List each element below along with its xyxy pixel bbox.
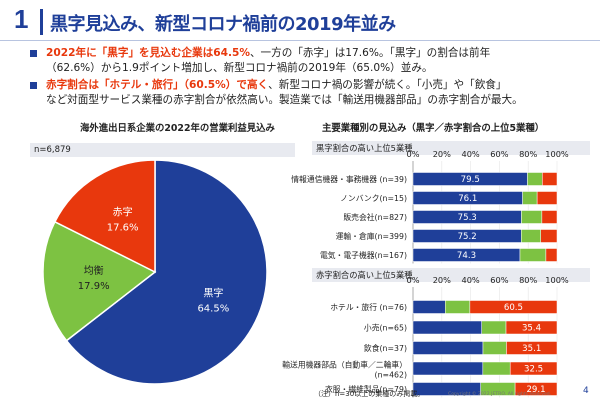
category-label: 電気・電子機器(n=167) [320,250,407,260]
bullet-1-highlight: 2022年に「黒字」を見込む企業は64.5% [46,47,250,59]
bar-value-label: 60.5 [504,303,523,313]
x-tick-label: 60% [490,149,508,159]
title-divider [0,40,600,41]
bullet-2: 赤字割合は「ホテル・旅行」（60.5%）で高く、新型コロナ禍の影響が続く。「小売… [28,78,593,108]
summary-bullets: 2022年に「黒字」を見込む企業は64.5%、一方の「赤字」は17.6%。「黒字… [28,46,593,110]
slide-number: 1 [14,4,29,34]
pie-chart: 黒字 64.5% 均衡 17.9% 赤字 17.6% [42,159,268,385]
pie-label-kinko: 均衡 [84,265,104,277]
bar-segment-kuroji [412,320,482,335]
category-label: 販売会社(n=827) [343,212,407,222]
bar-segment-kinko [527,172,543,186]
group-label-akaji: 赤字割合の高い上位5業種 [312,268,590,282]
bullet-1: 2022年に「黒字」を見込む企業は64.5%、一方の「赤字」は17.6%。「黒字… [28,46,593,76]
bullet-2-highlight: 赤字割合は「ホテル・旅行」（60.5%）で高く [46,79,269,91]
bar-value-label: 76.1 [458,194,477,204]
pie-label-akaji: 赤字 [113,206,133,219]
pie-slice-kinko [42,220,157,342]
bar-value-label: 35.1 [522,344,541,354]
bar-segment-akaji [540,229,558,243]
page-title: 黒字見込み、新型コロナ禍前の2019年並み [50,14,396,35]
x-tick-label: 80% [519,275,537,285]
category-label: ノンバンク(n=15) [340,194,407,203]
page-number: 4 [583,386,589,396]
x-tick-label: 0% [407,275,420,285]
bullet-square-icon [30,50,37,57]
pie-value-akaji: 17.6% [107,223,139,234]
bar-segment-kuroji [412,361,484,376]
bar-segment-kinko [522,191,538,205]
category-label: 小売(n=65) [364,323,407,333]
bar-value-label: 75.2 [458,232,477,242]
category-label: 輸送用機器部品（自動車／二輪車） [282,360,407,370]
pie-sample-size: n=6,879 [30,143,295,157]
bar-segment-kinko [519,248,547,262]
bar-segment-kinko [481,320,507,335]
bar-segment-akaji [514,382,558,396]
bar-segment-kinko [482,341,507,355]
pie-chart-title: 海外進出日系企業の2022年の営業利益見込み [80,123,275,134]
bar-segment-kinko [482,361,511,376]
pie-slice-akaji [53,159,156,274]
bullet-2-text: 、新型コロナ禍の影響が続く。「小売」や「飲食」 [268,79,507,91]
category-label: ホテル・旅行 (n=76) [330,302,407,312]
chart-footnote: （注）n=30以上の業種のみ掲載。 [314,390,425,398]
bar-chart-title: 主要業種別の見込み（黒字／赤字割合の上位5業種） [322,123,545,134]
pie-label-kuroji: 黒字 [203,287,223,300]
bar-segment-kinko [445,300,471,314]
pie-value-kuroji: 64.5% [197,304,229,315]
bullet-1-line-1: 2022年に「黒字」を見込む企業は64.5%、一方の「赤字」は17.6%。「黒字… [46,46,593,61]
pie-slice-kuroji [65,159,268,385]
bar-segment-akaji [545,248,558,262]
bar-value-label: 32.5 [524,365,543,375]
category-label-cont: (n=462) [375,371,407,380]
bullet-2-line-1: 赤字割合は「ホテル・旅行」（60.5%）で高く、新型コロナ禍の影響が続く。「小売… [46,78,593,93]
category-label: 飲食(n=37) [364,343,407,353]
pie-value-kinko: 17.9% [78,281,110,292]
bar-segment-akaji [541,210,558,224]
bullet-square-icon [30,82,37,89]
x-tick-label: 40% [461,275,479,285]
category-label: 情報通信機器・事務機器 (n=39) [291,174,407,184]
bar-segment-akaji [506,341,558,355]
bar-value-label: 35.4 [522,324,541,334]
category-label: 運輸・倉庫(n=399) [336,231,407,241]
bullet-1-line-2: （62.6%）から1.9ポイント増加し、新型コロナ禍前の2019年（65.0%）… [46,62,433,74]
bar-value-label: 75.3 [458,213,477,223]
bar-segment-akaji [469,300,558,314]
x-tick-label: 40% [461,149,479,159]
x-tick-label: 60% [490,275,508,285]
bar-segment-kinko [521,210,543,224]
bar-value-label: 29.1 [526,385,545,395]
bar-segment-akaji [536,191,558,205]
bar-value-label: 79.5 [461,175,480,185]
bar-segment-kuroji [412,341,484,355]
category-label: 衣服・繊維製品(n=79) [325,384,407,394]
bullet-1-text: 、一方の「赤字」は17.6%。「黒字」の割合は前年 [249,47,491,59]
x-tick-label: 100% [545,275,569,285]
bar-value-label: 74.3 [457,251,476,261]
bar-segment-kinko [521,229,541,243]
bar-segment-akaji [509,361,558,376]
bar-segment-akaji [505,320,558,335]
bar-segment-kuroji [412,300,446,314]
x-tick-label: 20% [433,149,451,159]
x-tick-label: 80% [519,149,537,159]
bar-segment-akaji [542,172,558,186]
bullet-2-line-2: など対面型サービス業種の赤字割合が依然高い。製造業では「輸送用機器部品」の赤字割… [46,94,523,106]
group-label-kuroji: 黒字割合の高い上位5業種 [312,141,590,155]
x-tick-label: 100% [545,149,569,159]
stacked-bar-chart: 0% 20% 40% 60% 80% 100% 79.5 情報通信機器・事務機器 (n=39)… [282,149,569,398]
title-accent-bar [40,9,43,35]
x-tick-label: 20% [433,275,451,285]
x-tick-label: 0% [407,149,420,159]
copyright: Copyright © 2022 JETRO. All rights reser… [448,392,552,397]
